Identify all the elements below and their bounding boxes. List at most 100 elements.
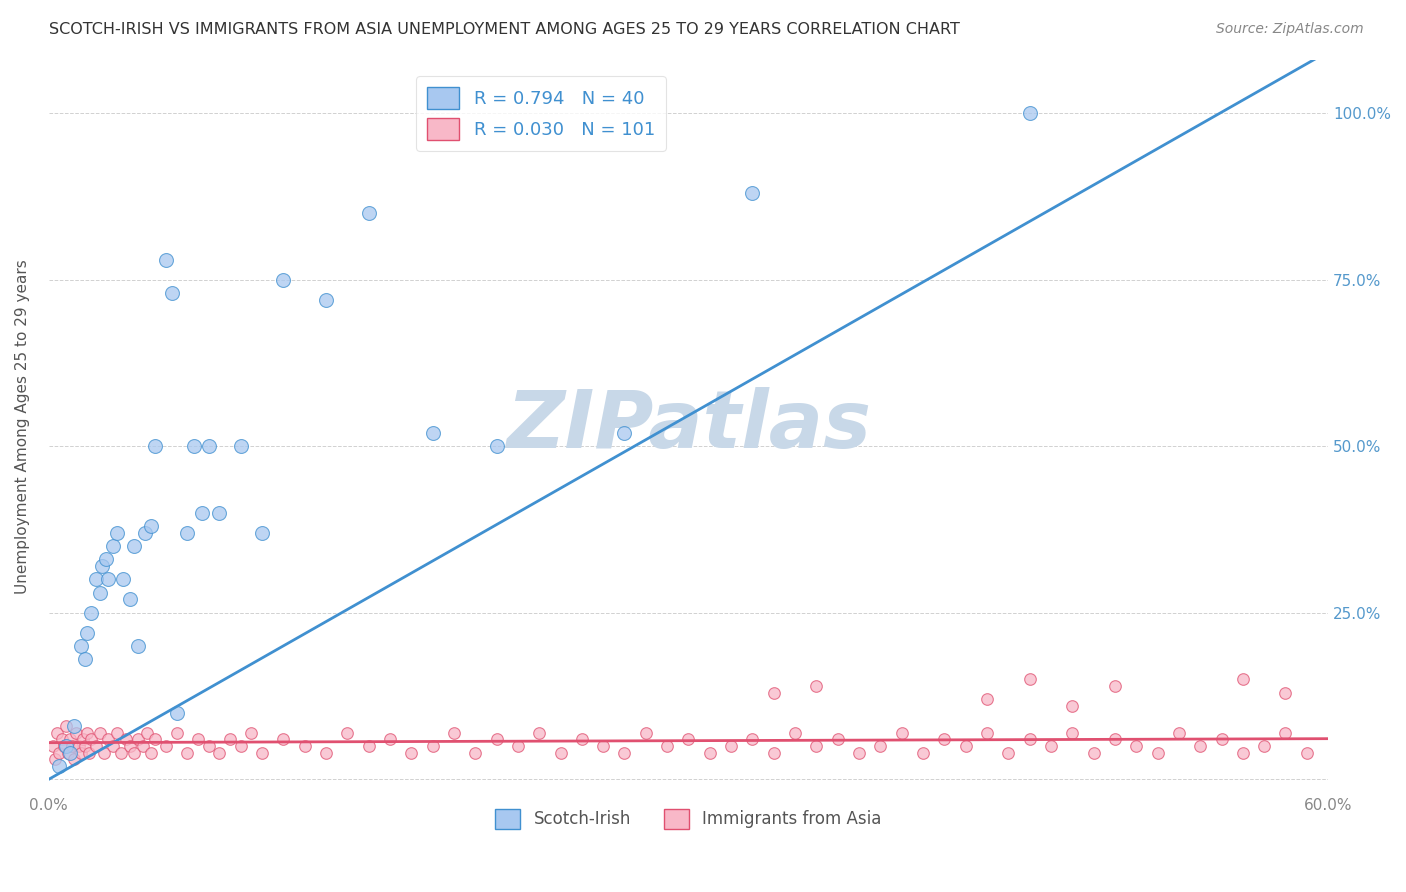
Point: [464, 746, 486, 760]
Point: [63, 752, 86, 766]
Point: [59, 732, 82, 747]
Point: [890, 725, 912, 739]
Point: [934, 732, 956, 747]
Point: [506, 739, 529, 753]
Point: [162, 285, 184, 300]
Point: [118, 592, 141, 607]
Point: [76, 725, 98, 739]
Point: [114, 732, 136, 747]
Point: [315, 746, 337, 760]
Point: [806, 679, 828, 693]
Point: [110, 746, 132, 760]
Point: [1146, 746, 1168, 760]
Legend: Scotch-Irish, Immigrants from Asia: Scotch-Irish, Immigrants from Asia: [488, 802, 889, 836]
Point: [176, 525, 198, 540]
Point: [176, 746, 198, 760]
Point: [127, 732, 149, 747]
Point: [655, 739, 678, 753]
Point: [69, 746, 91, 760]
Point: [741, 186, 763, 200]
Point: [1104, 732, 1126, 747]
Point: [357, 739, 380, 753]
Point: [1189, 739, 1212, 753]
Text: ZIPatlas: ZIPatlas: [506, 387, 870, 465]
Point: [571, 732, 593, 747]
Point: [741, 732, 763, 747]
Point: [976, 692, 998, 706]
Point: [84, 739, 107, 753]
Point: [1274, 725, 1296, 739]
Point: [72, 732, 94, 747]
Point: [422, 425, 444, 440]
Point: [96, 552, 118, 566]
Point: [762, 686, 785, 700]
Point: [955, 739, 977, 753]
Point: [1232, 746, 1254, 760]
Point: [1062, 725, 1084, 739]
Point: [166, 725, 188, 739]
Point: [976, 725, 998, 739]
Point: [101, 739, 124, 753]
Point: [762, 746, 785, 760]
Point: [678, 732, 700, 747]
Point: [63, 719, 86, 733]
Point: [1104, 679, 1126, 693]
Point: [42, 739, 65, 753]
Point: [422, 739, 444, 753]
Point: [271, 732, 294, 747]
Point: [197, 439, 219, 453]
Point: [1211, 732, 1233, 747]
Point: [1039, 739, 1062, 753]
Point: [67, 739, 90, 753]
Point: [250, 525, 273, 540]
Point: [105, 525, 128, 540]
Point: [127, 639, 149, 653]
Point: [1274, 686, 1296, 700]
Point: [155, 739, 177, 753]
Point: [720, 739, 742, 753]
Point: [51, 732, 73, 747]
Point: [911, 746, 934, 760]
Point: [48, 746, 70, 760]
Point: [229, 739, 252, 753]
Point: [101, 539, 124, 553]
Point: [80, 606, 103, 620]
Point: [122, 746, 145, 760]
Point: [592, 739, 614, 753]
Point: [485, 439, 508, 453]
Point: [89, 585, 111, 599]
Point: [69, 639, 91, 653]
Point: [613, 425, 636, 440]
Point: [1253, 739, 1275, 753]
Point: [134, 525, 156, 540]
Point: [336, 725, 359, 739]
Point: [208, 746, 231, 760]
Point: [399, 746, 422, 760]
Point: [485, 732, 508, 747]
Point: [197, 739, 219, 753]
Point: [1232, 673, 1254, 687]
Point: [191, 506, 214, 520]
Point: [699, 746, 721, 760]
Point: [80, 732, 103, 747]
Point: [250, 746, 273, 760]
Point: [155, 252, 177, 267]
Point: [240, 725, 263, 739]
Point: [848, 746, 870, 760]
Point: [1295, 746, 1317, 760]
Point: [869, 739, 891, 753]
Point: [56, 746, 79, 760]
Text: SCOTCH-IRISH VS IMMIGRANTS FROM ASIA UNEMPLOYMENT AMONG AGES 25 TO 29 YEARS CORR: SCOTCH-IRISH VS IMMIGRANTS FROM ASIA UNE…: [49, 22, 960, 37]
Point: [112, 573, 135, 587]
Point: [271, 272, 294, 286]
Point: [55, 739, 77, 753]
Point: [378, 732, 401, 747]
Point: [60, 739, 83, 753]
Point: [315, 293, 337, 307]
Point: [44, 752, 66, 766]
Point: [1018, 106, 1040, 120]
Point: [84, 573, 107, 587]
Point: [208, 506, 231, 520]
Point: [219, 732, 242, 747]
Y-axis label: Unemployment Among Ages 25 to 29 years: Unemployment Among Ages 25 to 29 years: [15, 259, 30, 593]
